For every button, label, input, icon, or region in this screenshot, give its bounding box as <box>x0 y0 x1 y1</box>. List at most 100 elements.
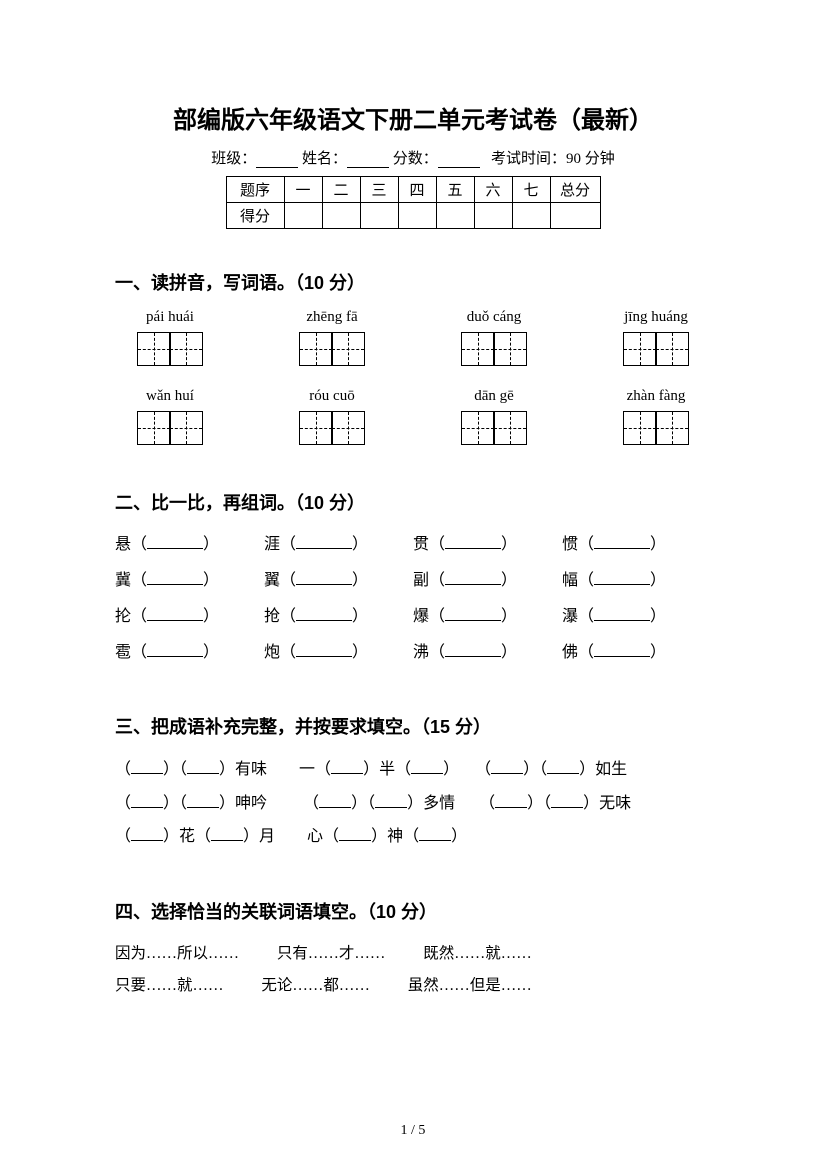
table-cell[interactable] <box>512 203 550 229</box>
time-label: 考试时间：90 分钟 <box>491 151 615 167</box>
name-blank[interactable] <box>347 152 389 168</box>
char-boxes[interactable] <box>439 332 549 366</box>
pinyin-label: duǒ cáng <box>439 309 549 326</box>
word-cell: 瀑（） <box>562 601 711 633</box>
short-blank[interactable] <box>495 794 527 808</box>
fill-blank[interactable] <box>147 607 203 621</box>
char-boxes[interactable] <box>277 332 387 366</box>
fill-blank[interactable] <box>445 607 501 621</box>
pinyin-label: dān gē <box>439 388 549 405</box>
table-cell[interactable] <box>360 203 398 229</box>
char-boxes[interactable] <box>601 332 711 366</box>
pinyin-label: zhàn fàng <box>601 388 711 405</box>
short-blank[interactable] <box>339 827 371 841</box>
word-cell: 幅（） <box>562 565 711 597</box>
class-label: 班级： <box>211 151 256 167</box>
word-row: 悬（）涯（）贯（）惯（） <box>115 529 711 561</box>
pinyin-item: dān gē <box>439 388 549 445</box>
idiom-segment: （）（）呻吟 <box>115 795 267 812</box>
short-blank[interactable] <box>411 760 443 774</box>
fill-blank[interactable] <box>296 535 352 549</box>
table-cell[interactable] <box>436 203 474 229</box>
word-cell: 悬（） <box>115 529 264 561</box>
fill-blank[interactable] <box>445 643 501 657</box>
word-row: 冀（）翼（）副（）幅（） <box>115 565 711 597</box>
table-cell: 五 <box>436 177 474 203</box>
word-cell: 炮（） <box>264 637 413 669</box>
idiom-segment: （）（）如生 <box>451 761 627 778</box>
short-blank[interactable] <box>547 760 579 774</box>
conj-item: 因为……所以…… <box>115 938 239 971</box>
short-blank[interactable] <box>131 827 163 841</box>
pinyin-item: wǎn huí <box>115 388 225 445</box>
table-cell[interactable] <box>398 203 436 229</box>
table-cell[interactable] <box>550 203 600 229</box>
score-table: 题序 一 二 三 四 五 六 七 总分 得分 <box>226 176 601 229</box>
word-cell: 沸（） <box>413 637 562 669</box>
short-blank[interactable] <box>187 760 219 774</box>
section-2: 二、比一比，再组词。（10 分） 悬（）涯（）贯（）惯（） 冀（）翼（）副（）幅（… <box>115 489 711 669</box>
char-boxes[interactable] <box>115 332 225 366</box>
short-blank[interactable] <box>551 794 583 808</box>
pinyin-row-2: wǎn huí róu cuō dān gē zhàn fàng <box>115 388 711 445</box>
table-cell[interactable] <box>474 203 512 229</box>
short-blank[interactable] <box>331 760 363 774</box>
idiom-segment: 一（）半（） <box>267 761 451 778</box>
word-cell: 贯（） <box>413 529 562 561</box>
short-blank[interactable] <box>491 760 523 774</box>
pinyin-item: róu cuō <box>277 388 387 445</box>
page-number: 1 / 5 <box>0 1123 826 1139</box>
idiom-segment: 心（）神（） <box>275 828 467 845</box>
pinyin-item: zhēng fā <box>277 309 387 366</box>
score-blank[interactable] <box>438 152 480 168</box>
table-cell: 总分 <box>550 177 600 203</box>
score-label: 分数： <box>393 151 438 167</box>
table-cell: 四 <box>398 177 436 203</box>
fill-blank[interactable] <box>445 571 501 585</box>
short-blank[interactable] <box>375 794 407 808</box>
section-4-heading: 四、选择恰当的关联词语填空。（10 分） <box>115 898 711 924</box>
short-blank[interactable] <box>131 760 163 774</box>
fill-blank[interactable] <box>445 535 501 549</box>
fill-blank[interactable] <box>147 535 203 549</box>
short-blank[interactable] <box>319 794 351 808</box>
conj-item: 只要……就…… <box>115 970 224 1003</box>
char-boxes[interactable] <box>277 411 387 445</box>
short-blank[interactable] <box>211 827 243 841</box>
conj-item: 虽然……但是…… <box>408 970 532 1003</box>
idiom-segment: （）（）多情 <box>267 795 455 812</box>
table-cell: 一 <box>284 177 322 203</box>
short-blank[interactable] <box>419 827 451 841</box>
pinyin-label: zhēng fā <box>277 309 387 326</box>
fill-blank[interactable] <box>594 571 650 585</box>
fill-blank[interactable] <box>147 643 203 657</box>
table-cell[interactable] <box>284 203 322 229</box>
word-cell: 翼（） <box>264 565 413 597</box>
word-row: 抡（）抢（）爆（）瀑（） <box>115 601 711 633</box>
class-blank[interactable] <box>256 152 298 168</box>
idiom-line: （）（）有味 一（）半（） （）（）如生 <box>115 753 711 787</box>
section-3-heading: 三、把成语补充完整，并按要求填空。（15 分） <box>115 713 711 739</box>
short-blank[interactable] <box>187 794 219 808</box>
fill-blank[interactable] <box>594 607 650 621</box>
conj-item: 无论……都…… <box>261 970 370 1003</box>
idiom-segment: （）（）有味 <box>115 761 267 778</box>
char-boxes[interactable] <box>439 411 549 445</box>
name-label: 姓名： <box>302 151 347 167</box>
fill-blank[interactable] <box>296 607 352 621</box>
section-2-heading: 二、比一比，再组词。（10 分） <box>115 489 711 515</box>
word-cell: 抢（） <box>264 601 413 633</box>
fill-blank[interactable] <box>296 571 352 585</box>
char-boxes[interactable] <box>115 411 225 445</box>
pinyin-item: pái huái <box>115 309 225 366</box>
fill-blank[interactable] <box>594 643 650 657</box>
table-cell: 题序 <box>226 177 284 203</box>
table-cell[interactable] <box>322 203 360 229</box>
section-1-heading: 一、读拼音，写词语。（10 分） <box>115 269 711 295</box>
char-boxes[interactable] <box>601 411 711 445</box>
fill-blank[interactable] <box>296 643 352 657</box>
exam-title: 部编版六年级语文下册二单元考试卷（最新） <box>115 100 711 135</box>
fill-blank[interactable] <box>594 535 650 549</box>
fill-blank[interactable] <box>147 571 203 585</box>
short-blank[interactable] <box>131 794 163 808</box>
